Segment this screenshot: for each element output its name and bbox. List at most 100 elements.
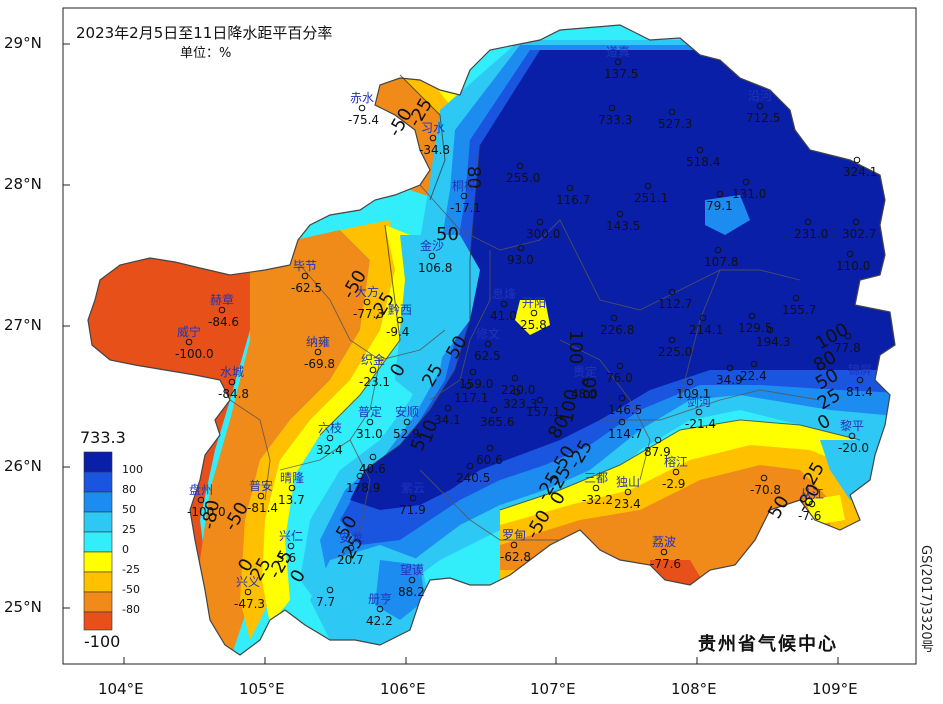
fill-west-amber <box>240 220 395 640</box>
boundary-line <box>679 269 721 401</box>
station-marker: 晴隆 13.7 <box>278 470 305 507</box>
station-marker: 桐梓 -17.1 <box>450 178 481 215</box>
legend-swatch <box>83 551 113 573</box>
station-value: 52.9 <box>393 427 420 441</box>
station-dot <box>490 406 498 414</box>
station-value: 40.6 <box>359 462 386 476</box>
station-dot <box>429 134 437 142</box>
station-dot <box>808 500 816 508</box>
station-marker: 40.6 <box>359 453 386 476</box>
legend-swatch <box>83 611 113 631</box>
station-name: 兴仁 <box>279 529 303 543</box>
station-dot <box>610 314 618 322</box>
fill-se-yellow-spot <box>805 495 845 525</box>
station-marker: 榕江 -2.9 <box>662 454 688 491</box>
station-marker: 威宁 -100.0 <box>175 324 214 361</box>
map-title: 2023年2月5日至11日降水距平百分率 <box>76 24 333 42</box>
station-dot <box>257 492 265 500</box>
station-dot <box>848 432 856 440</box>
station-dot <box>369 366 377 374</box>
station-value: 93.0 <box>507 253 534 267</box>
station-dot <box>396 316 404 324</box>
station-value: -23.1 <box>359 375 390 389</box>
station-value: 77.8 <box>834 341 861 355</box>
station-value: 214.1 <box>689 323 723 337</box>
contour-line <box>499 419 861 511</box>
station-value: 71.9 <box>399 503 426 517</box>
station-marker: 盘州 -100.0 <box>187 482 226 519</box>
lat-label-29n: 29°N <box>4 34 42 52</box>
station-dot <box>466 462 474 470</box>
station-value: 13.7 <box>278 493 305 507</box>
lat-label-25n: 25°N <box>4 598 42 616</box>
station-marker: 从江 -7.6 <box>798 487 824 523</box>
station-value: 22.4 <box>740 369 767 383</box>
station-name: 安龙 <box>339 530 363 545</box>
station-value: -69.8 <box>304 357 335 371</box>
station-value: 733.3 <box>598 113 632 127</box>
station-marker: 安顺 52.9 <box>393 404 420 441</box>
station-name: 黔西 <box>388 302 412 317</box>
legend-swatch <box>83 571 113 593</box>
station-dot <box>714 246 722 254</box>
station-dot <box>608 104 616 112</box>
station-marker: 贵定 48.0 <box>571 364 598 401</box>
station-marker: 息烽 41.0 <box>490 286 517 323</box>
contour-line <box>364 144 481 471</box>
station-value: 117.1 <box>454 391 488 405</box>
station-marker: 157.1 <box>526 396 560 419</box>
lat-label-26n: 26°N <box>4 457 42 475</box>
station-marker: 323.3 <box>503 388 537 411</box>
station-marker: 112.7 <box>658 288 692 311</box>
station-dot <box>314 348 322 356</box>
station-name: 毕节 <box>293 259 317 273</box>
station-dot <box>748 312 756 320</box>
station-dot <box>756 102 764 110</box>
station-marker: 324.1 <box>843 156 877 179</box>
station-marker: 普安 -81.4 <box>247 478 278 515</box>
station-value: -84.8 <box>218 387 249 401</box>
station-value: -20.0 <box>838 441 869 455</box>
station-dot <box>766 326 774 334</box>
station-name: 六枝 <box>318 420 342 435</box>
boundary-line <box>419 184 561 251</box>
station-dot <box>287 542 295 550</box>
station-marker: 赫章 -84.6 <box>208 292 239 329</box>
station-marker: 金沙 106.8 <box>418 238 452 275</box>
station-dot <box>301 272 309 280</box>
station-value: 226.8 <box>600 323 634 337</box>
station-value: 110.0 <box>836 259 870 273</box>
station-marker: 纳雍 -69.8 <box>304 334 335 371</box>
station-marker: 望谟 88.2 <box>398 563 425 599</box>
station-value: 81.4 <box>846 385 873 399</box>
station-marker: 194.3 <box>756 326 790 349</box>
station-value: -81.4 <box>247 501 278 515</box>
station-value: -2.9 <box>662 477 685 491</box>
boundary-line <box>229 399 271 501</box>
station-value: 32.4 <box>316 443 343 457</box>
station-name: 水城 <box>220 365 244 379</box>
fill-center-pocket-cyan <box>395 235 480 400</box>
station-marker: 76.0 <box>606 362 633 385</box>
legend-level-label: 0 <box>122 543 129 556</box>
station-marker: 240.5 <box>456 462 490 485</box>
station-marker: 开阳 25.8 <box>520 296 547 332</box>
station-name: 盘州 <box>189 482 213 497</box>
station-name: 道真 <box>606 45 630 59</box>
station-dot <box>326 434 334 442</box>
station-marker: 143.5 <box>606 210 640 233</box>
axis-ticks <box>63 43 839 664</box>
station-dot <box>486 444 494 452</box>
station-dot <box>516 162 524 170</box>
fill-south-blue <box>375 560 425 620</box>
station-dot <box>672 468 680 476</box>
station-name: 习水 <box>421 121 445 135</box>
station-value: -84.6 <box>208 315 239 329</box>
station-value: -75.4 <box>348 113 379 127</box>
station-dot <box>460 192 468 200</box>
station-value: 240.5 <box>456 471 490 485</box>
station-marker: 水城 -84.8 <box>218 365 249 401</box>
station-dot <box>566 184 574 192</box>
contour-line <box>399 74 446 201</box>
fill-west-yellow <box>262 225 415 625</box>
